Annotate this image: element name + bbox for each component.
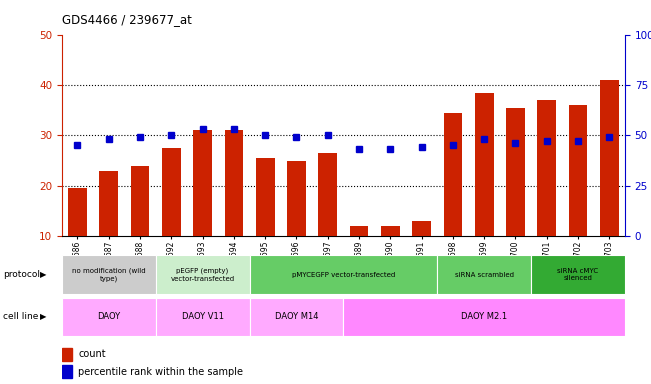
Bar	[68, 188, 87, 236]
Text: ▶: ▶	[40, 312, 47, 321]
Bar	[156, 298, 249, 336]
Bar	[537, 100, 556, 236]
Bar	[62, 255, 156, 294]
Bar	[62, 298, 156, 336]
Bar	[350, 226, 368, 236]
Bar	[162, 148, 181, 236]
Text: siRNA cMYC
silenced: siRNA cMYC silenced	[557, 268, 599, 281]
Bar	[600, 80, 618, 236]
Bar	[62, 348, 72, 361]
Bar	[249, 298, 343, 336]
Bar	[412, 221, 431, 236]
Bar	[249, 255, 437, 294]
Text: count: count	[78, 349, 105, 359]
Bar	[225, 130, 243, 236]
Text: no modification (wild
type): no modification (wild type)	[72, 267, 146, 282]
Bar	[62, 365, 72, 378]
Text: pMYCEGFP vector-transfected: pMYCEGFP vector-transfected	[292, 271, 395, 278]
Text: DAOY: DAOY	[97, 312, 120, 321]
Bar	[131, 166, 150, 236]
Bar	[506, 108, 525, 236]
Bar	[568, 105, 587, 236]
Bar	[256, 158, 275, 236]
Bar	[318, 153, 337, 236]
Bar	[381, 226, 400, 236]
Text: siRNA scrambled: siRNA scrambled	[454, 271, 514, 278]
Bar	[343, 298, 625, 336]
Text: ▶: ▶	[40, 270, 47, 279]
Bar	[193, 130, 212, 236]
Bar	[156, 255, 249, 294]
Bar	[100, 170, 118, 236]
Text: DAOY M14: DAOY M14	[275, 312, 318, 321]
Text: protocol: protocol	[3, 270, 40, 279]
Text: DAOY V11: DAOY V11	[182, 312, 224, 321]
Text: percentile rank within the sample: percentile rank within the sample	[78, 367, 243, 377]
Text: cell line: cell line	[3, 312, 38, 321]
Bar	[531, 255, 625, 294]
Bar	[443, 113, 462, 236]
Bar	[437, 255, 531, 294]
Bar	[287, 161, 306, 236]
Text: GDS4466 / 239677_at: GDS4466 / 239677_at	[62, 13, 192, 26]
Text: pEGFP (empty)
vector-transfected: pEGFP (empty) vector-transfected	[171, 268, 235, 281]
Bar	[475, 93, 493, 236]
Text: DAOY M2.1: DAOY M2.1	[461, 312, 507, 321]
